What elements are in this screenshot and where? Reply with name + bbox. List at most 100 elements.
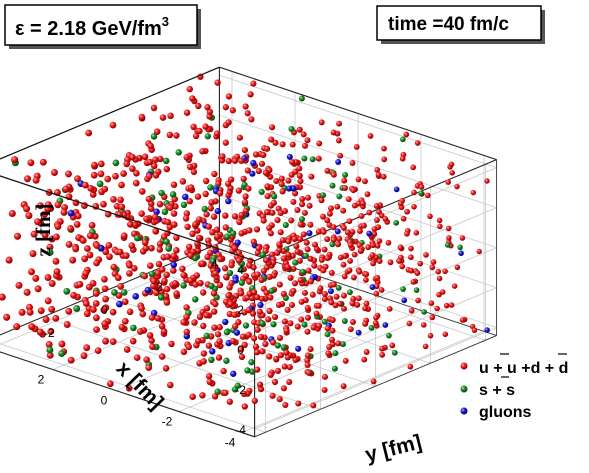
- point-quarks: [226, 158, 232, 164]
- point-quarks: [436, 292, 442, 298]
- point-quarks: [295, 324, 301, 330]
- point-quarks: [415, 140, 421, 146]
- point-quarks: [331, 172, 337, 178]
- point-quarks: [277, 396, 283, 402]
- point-quarks: [171, 181, 177, 187]
- legend-item-strange: s + s: [461, 377, 516, 399]
- point-strange: [192, 296, 198, 302]
- point-quarks: [435, 269, 441, 275]
- point-gluons: [382, 322, 388, 328]
- point-quarks: [341, 178, 347, 184]
- point-quarks: [273, 356, 279, 362]
- point-quarks: [167, 382, 174, 389]
- point-quarks: [442, 269, 448, 275]
- point-quarks: [268, 230, 274, 236]
- point-quarks: [376, 209, 382, 215]
- point-quarks: [335, 241, 341, 247]
- point-quarks: [445, 179, 451, 185]
- point-quarks: [54, 201, 61, 208]
- point-quarks: [368, 133, 374, 139]
- point-quarks: [84, 310, 91, 317]
- point-quarks: [149, 343, 156, 350]
- point-quarks: [206, 223, 212, 229]
- point-quarks: [278, 229, 284, 235]
- point-quarks: [273, 178, 279, 184]
- point-quarks: [93, 314, 100, 321]
- point-quarks: [212, 393, 218, 399]
- point-quarks: [240, 333, 246, 339]
- point-quarks: [89, 222, 96, 229]
- point-quarks: [54, 268, 61, 275]
- point-quarks: [404, 209, 410, 215]
- point-quarks: [248, 91, 254, 97]
- point-strange: [271, 193, 277, 199]
- point-quarks: [217, 190, 223, 196]
- point-quarks: [271, 200, 277, 206]
- point-quarks: [419, 184, 425, 190]
- point-strange: [421, 309, 427, 315]
- point-quarks: [102, 296, 109, 303]
- point-quarks: [54, 223, 61, 230]
- x-tick-label: 0: [101, 394, 108, 408]
- point-quarks: [287, 320, 293, 326]
- point-quarks: [172, 280, 179, 287]
- point-quarks: [269, 124, 275, 130]
- point-quarks: [340, 208, 346, 214]
- point-quarks: [399, 264, 405, 270]
- point-quarks: [341, 262, 347, 268]
- point-quarks: [138, 305, 145, 312]
- point-quarks: [280, 141, 286, 147]
- point-quarks: [246, 291, 252, 297]
- point-quarks: [346, 196, 352, 202]
- y-tick-label: 2: [156, 280, 163, 294]
- point-quarks: [342, 185, 348, 191]
- point-strange: [162, 209, 169, 216]
- point-quarks: [331, 130, 337, 136]
- z-tick-label: 4: [237, 263, 244, 277]
- point-quarks: [211, 171, 217, 177]
- point-strange: [111, 289, 118, 296]
- point-strange: [260, 252, 266, 258]
- point-quarks: [429, 300, 435, 306]
- point-quarks: [446, 235, 452, 241]
- point-quarks: [211, 214, 217, 220]
- point-strange: [281, 344, 287, 350]
- point-gluons: [182, 194, 188, 200]
- point-quarks: [201, 350, 207, 356]
- point-quarks: [254, 327, 260, 333]
- point-quarks: [180, 272, 186, 278]
- point-quarks: [370, 242, 376, 248]
- point-quarks: [408, 364, 414, 370]
- point-strange: [248, 359, 254, 365]
- point-quarks: [93, 290, 100, 297]
- point-quarks: [403, 132, 409, 138]
- point-quarks: [152, 156, 159, 163]
- point-quarks: [147, 332, 154, 339]
- point-quarks: [242, 103, 248, 109]
- point-quarks: [401, 216, 407, 222]
- point-strange: [63, 288, 70, 295]
- point-quarks: [14, 233, 21, 240]
- point-strange: [73, 305, 80, 312]
- point-quarks: [236, 219, 242, 225]
- point-quarks: [251, 239, 257, 245]
- point-quarks: [354, 144, 360, 150]
- point-quarks: [93, 300, 100, 307]
- point-quarks: [208, 199, 214, 205]
- point-quarks: [281, 385, 287, 391]
- point-quarks: [318, 285, 324, 291]
- point-quarks: [232, 213, 238, 219]
- point-quarks: [101, 276, 108, 283]
- point-quarks: [258, 334, 264, 340]
- point-quarks: [222, 265, 228, 271]
- point-quarks: [396, 258, 402, 264]
- point-quarks: [208, 205, 214, 211]
- point-quarks: [305, 195, 311, 201]
- energy-density-text: = 2.18 GeV/fm: [25, 18, 162, 40]
- legend: u + u +d + d s + s gluons: [461, 354, 569, 421]
- point-quarks: [261, 268, 267, 274]
- point-quarks: [306, 370, 312, 376]
- point-strange: [224, 234, 230, 240]
- point-quarks: [155, 270, 162, 277]
